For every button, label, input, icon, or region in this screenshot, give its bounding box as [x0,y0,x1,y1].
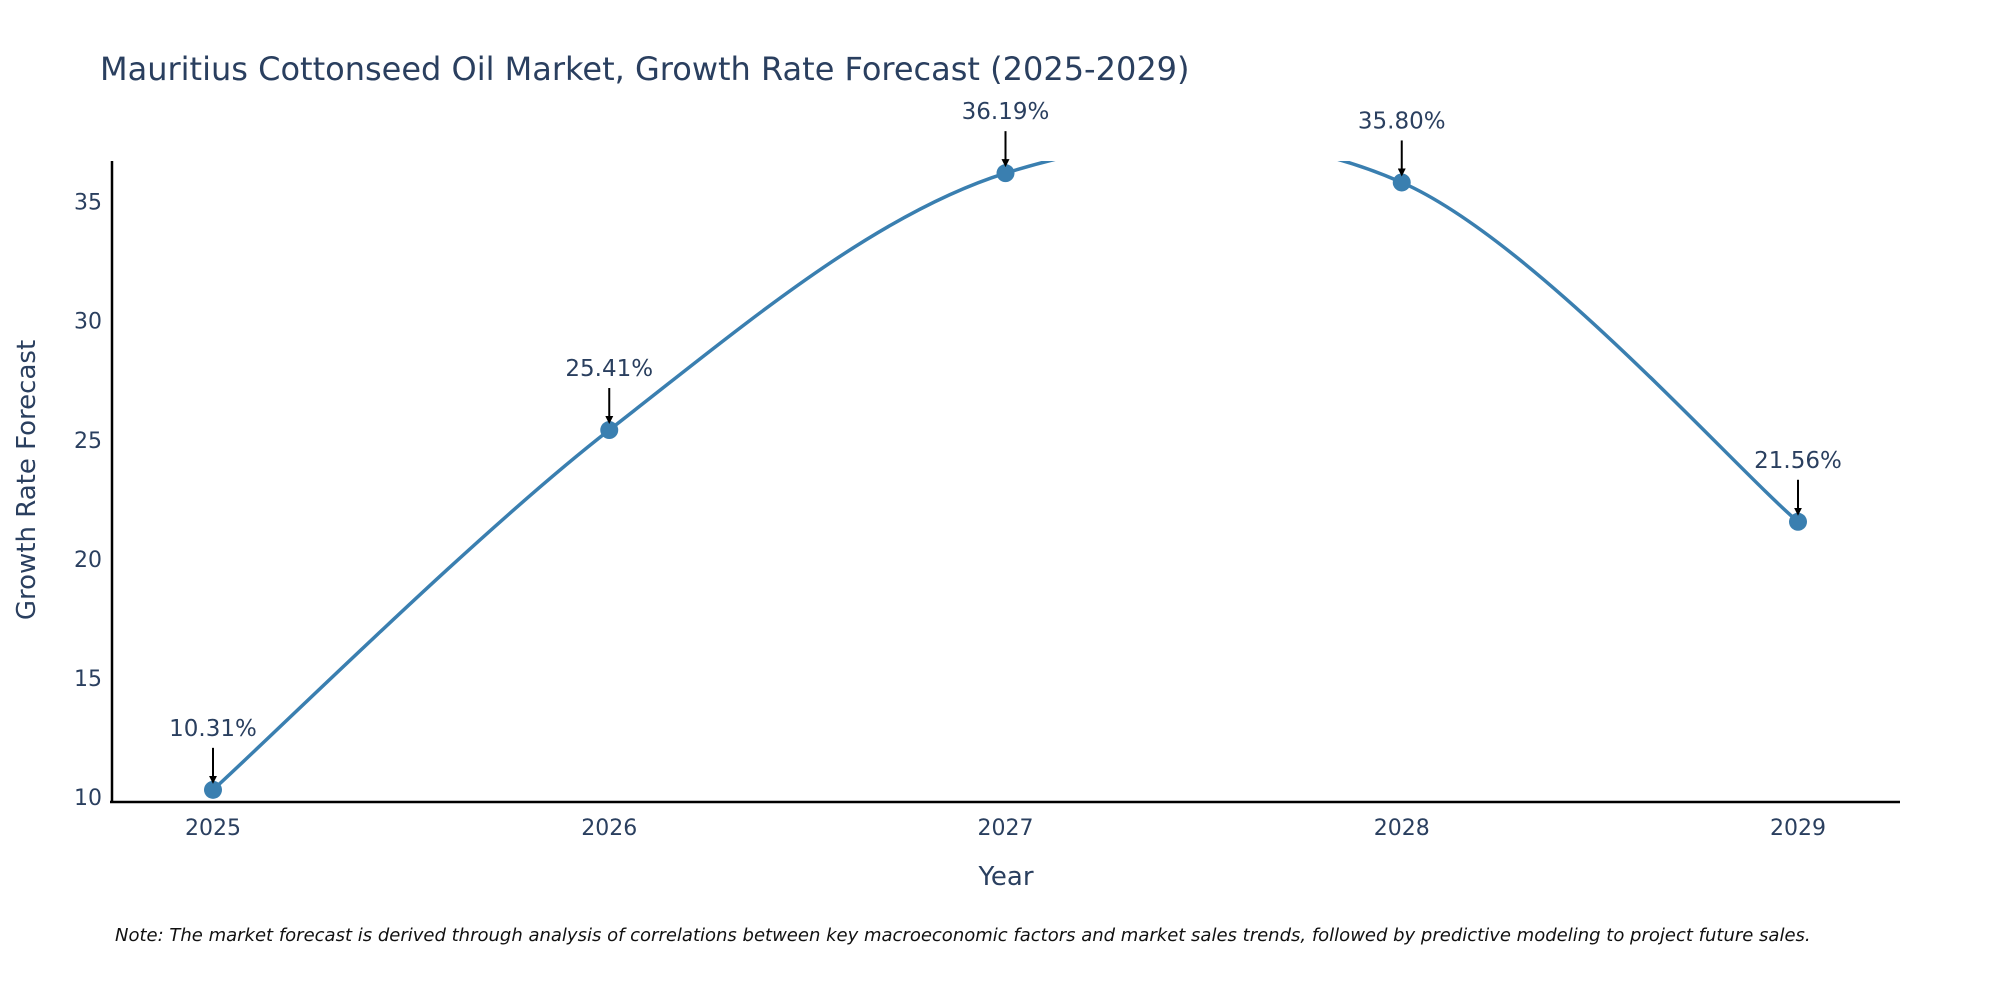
y-tick-label: 25 [74,429,102,454]
data-label: 35.80% [1358,108,1446,134]
series-line [211,161,1800,792]
y-tick-label: 15 [74,667,102,692]
y-tick-label: 10 [74,786,102,811]
y-tick-label: 30 [74,310,102,335]
x-tick-label: 2029 [1770,816,1826,841]
data-labels: 10.31% 25.41% 36.19% 35.80% 21.56% [169,99,1842,784]
x-tick-label: 2026 [581,816,637,841]
y-tick-labels: 10 15 20 25 30 35 [74,191,102,812]
x-tick-label: 2027 [978,816,1034,841]
data-point-2026[interactable] [600,421,619,440]
x-tick-labels: 2025 2026 2027 2028 2029 [185,816,1826,841]
data-label: 25.41% [565,356,653,382]
x-tick-label: 2028 [1374,816,1430,841]
footnote: Note: The market forecast is derived thr… [115,925,1811,946]
data-label: 10.31% [169,716,257,742]
data-label: 21.56% [1754,448,1842,474]
y-tick-label: 20 [74,548,102,573]
data-point-2029[interactable] [1789,512,1807,531]
y-tick-label: 35 [74,191,102,216]
x-axis-title: Year [977,862,1033,892]
plot-area [204,161,1807,799]
chart-title: Mauritius Cottonseed Oil Market, Growth … [100,50,1190,88]
data-point-2027[interactable] [996,164,1015,183]
data-label: 36.19% [962,99,1050,125]
data-point-2025[interactable] [204,780,222,799]
y-axis-title: Growth Rate Forecast [12,340,42,620]
x-tick-label: 2025 [185,816,241,841]
data-point-2028[interactable] [1392,173,1411,192]
